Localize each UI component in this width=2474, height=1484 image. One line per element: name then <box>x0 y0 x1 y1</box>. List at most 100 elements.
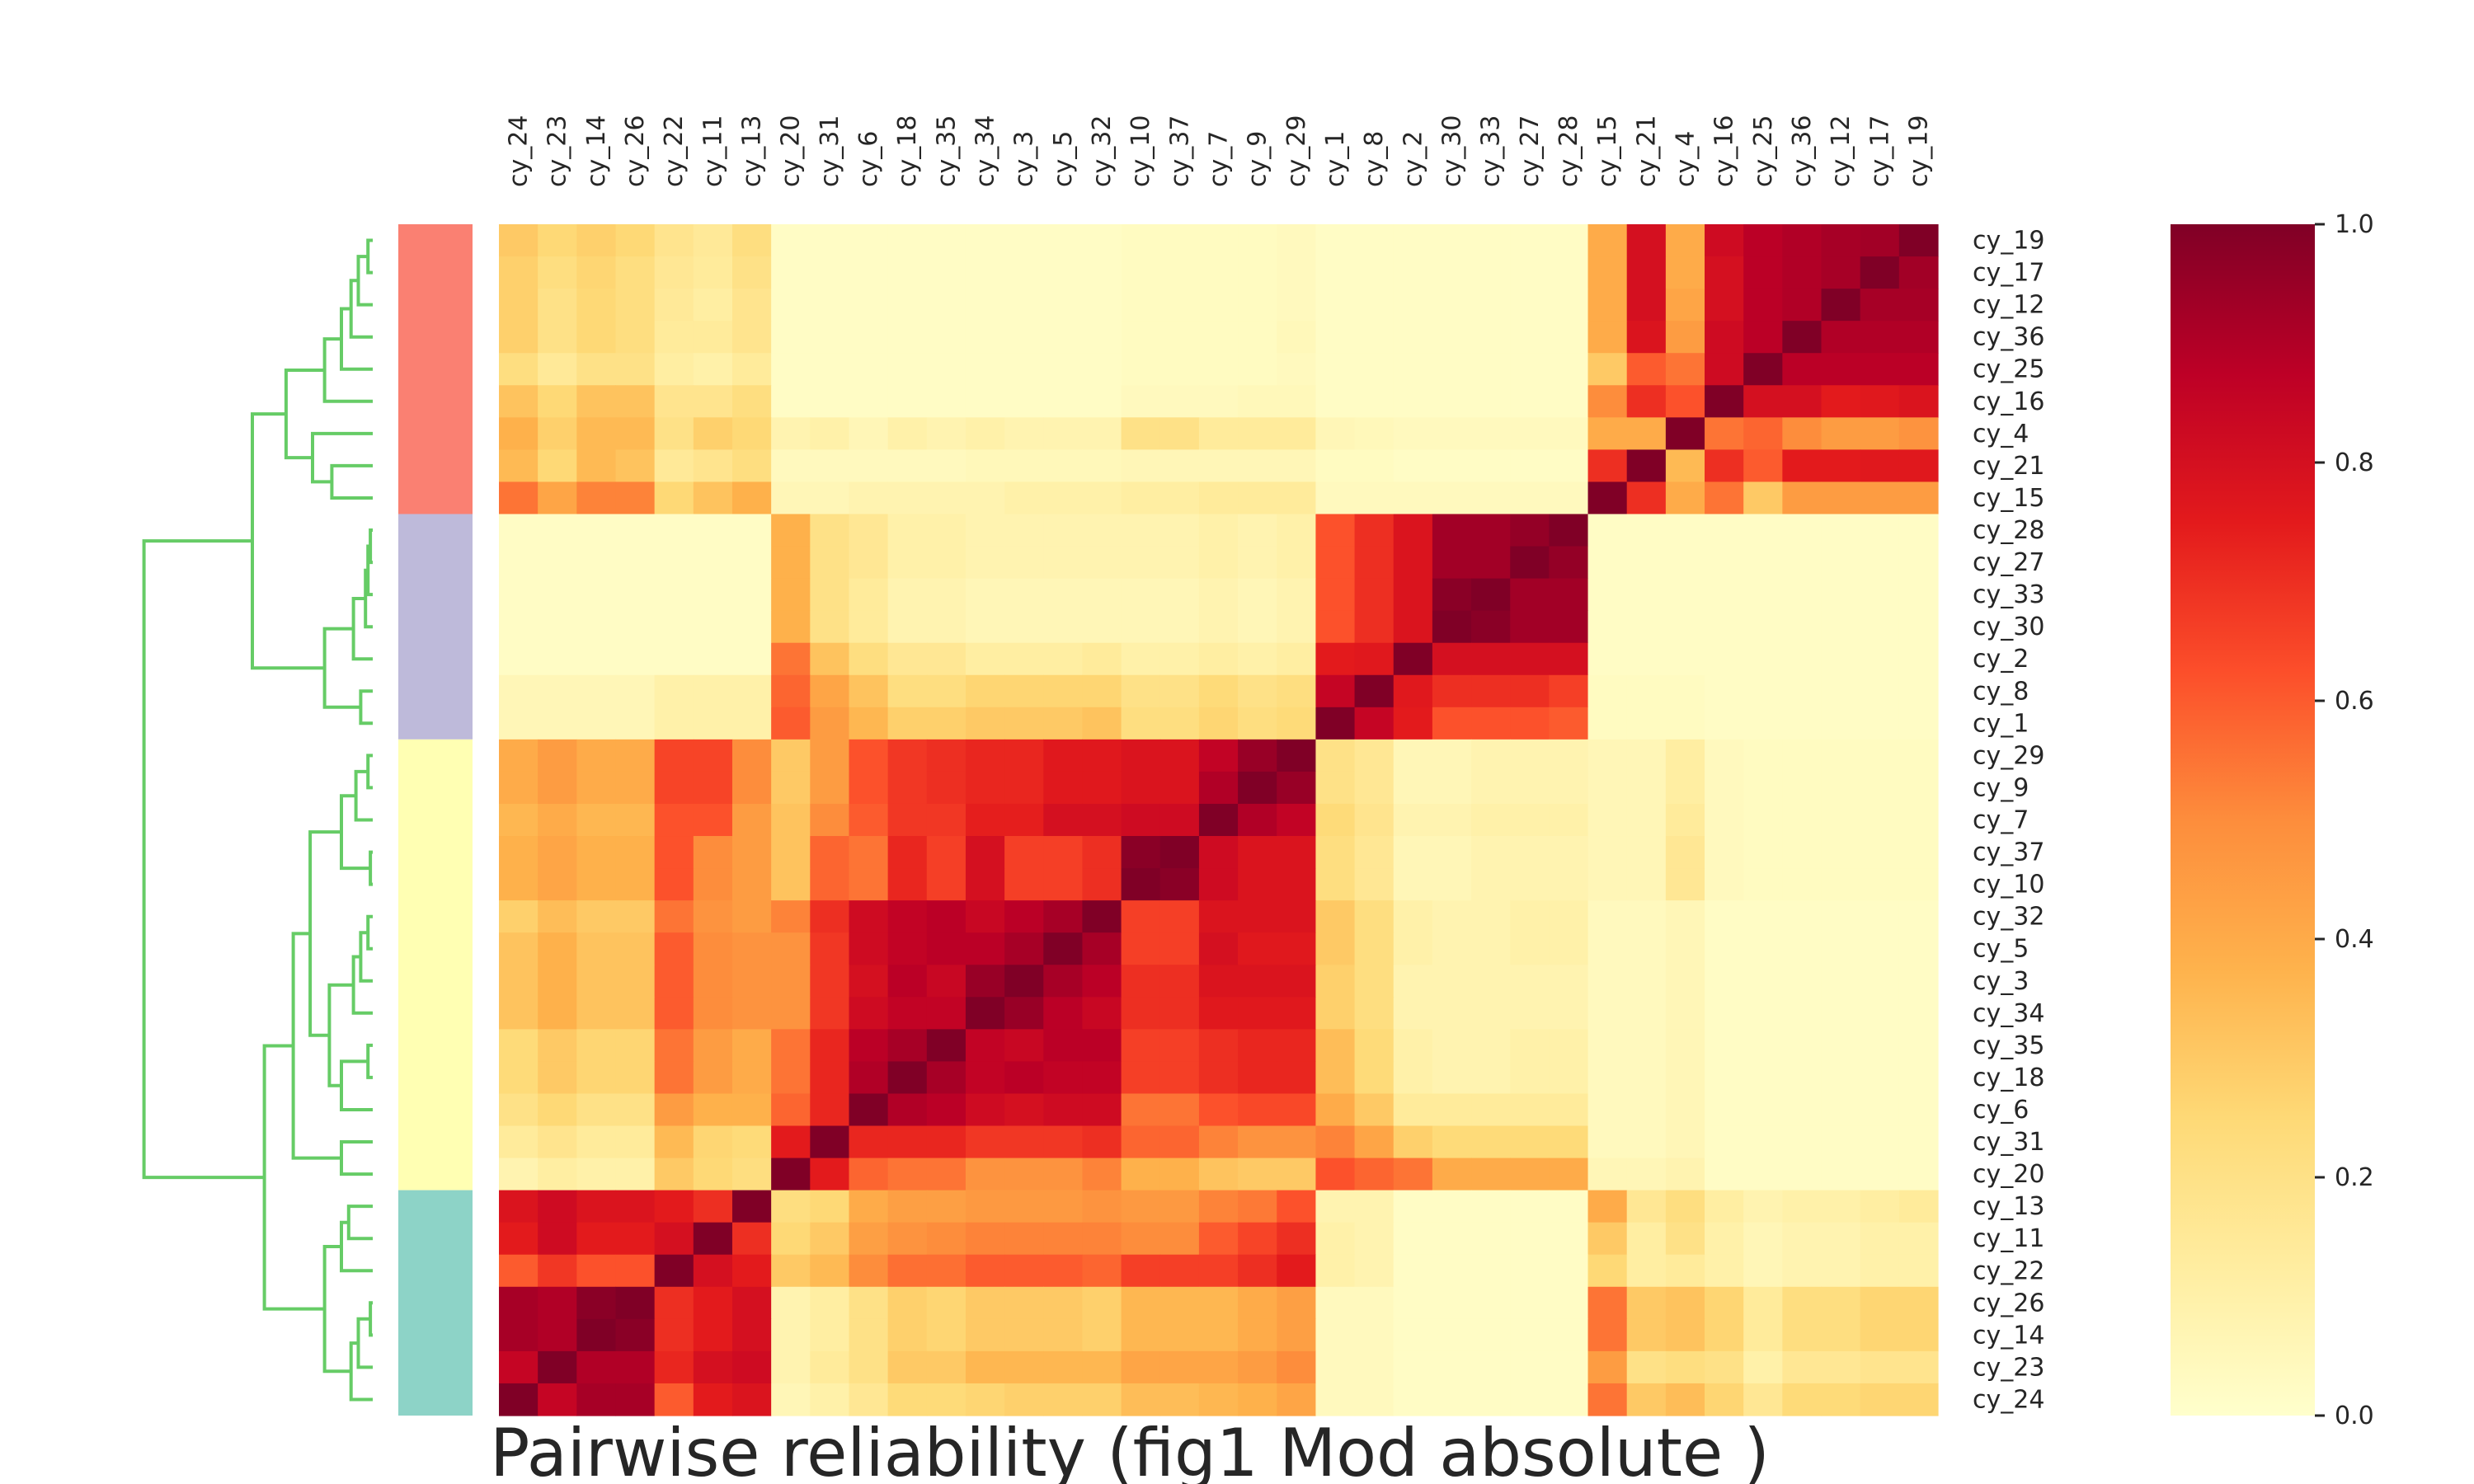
heatmap-cell-cy_34-cy_28 <box>1549 997 1589 1030</box>
heatmap-cell-cy_37-cy_25 <box>1743 836 1783 869</box>
heatmap-cell-cy_7-cy_19 <box>1898 803 1939 837</box>
heatmap-cell-cy_14-cy_29 <box>1277 1318 1316 1352</box>
heatmap-cell-cy_33-cy_32 <box>1082 578 1122 612</box>
heatmap-cell-cy_15-cy_23 <box>538 481 577 515</box>
heatmap-cell-cy_21-cy_36 <box>1782 449 1823 483</box>
heatmap-cell-cy_13-cy_6 <box>849 1190 889 1223</box>
column-label: cy_20 <box>777 115 806 187</box>
heatmap-cell-cy_3-cy_32 <box>1082 965 1122 998</box>
heatmap-cell-cy_30-cy_17 <box>1860 610 1900 644</box>
heatmap-cell-cy_1-cy_30 <box>1432 707 1472 740</box>
heatmap-cell-cy_14-cy_35 <box>926 1318 967 1352</box>
heatmap-cell-cy_13-cy_28 <box>1549 1190 1589 1223</box>
heatmap-cell-cy_29-cy_23 <box>538 739 577 773</box>
heatmap-cell-cy_16-cy_11 <box>693 385 733 418</box>
heatmap-cell-cy_30-cy_31 <box>810 610 850 644</box>
dendrogram-link <box>349 1341 373 1402</box>
column-label: cy_22 <box>660 115 689 187</box>
heatmap-cell-cy_3-cy_4 <box>1665 965 1705 998</box>
heatmap-cell-cy_2-cy_30 <box>1432 642 1472 676</box>
heatmap-cell-cy_22-cy_35 <box>926 1254 967 1288</box>
dendrogram-link <box>366 238 373 275</box>
heatmap-cell-cy_37-cy_37 <box>1159 836 1200 869</box>
heatmap-cell-cy_8-cy_10 <box>1121 674 1161 708</box>
heatmap-cell-cy_1-cy_26 <box>615 707 656 740</box>
heatmap-cell-cy_16-cy_20 <box>771 385 811 418</box>
heatmap-cell-cy_22-cy_34 <box>965 1254 1005 1288</box>
heatmap-cell-cy_8-cy_14 <box>576 674 617 708</box>
heatmap-cell-cy_26-cy_10 <box>1121 1286 1161 1320</box>
heatmap-cell-cy_13-cy_29 <box>1277 1190 1316 1223</box>
dendrogram-link <box>349 279 373 339</box>
heatmap-cell-cy_30-cy_14 <box>576 610 617 644</box>
heatmap-cell-cy_32-cy_18 <box>887 900 928 933</box>
heatmap-cell-cy_16-cy_2 <box>1393 385 1433 418</box>
heatmap-cell-cy_12-cy_27 <box>1510 289 1550 322</box>
heatmap-cell-cy_37-cy_4 <box>1665 836 1705 869</box>
heatmap-cell-cy_32-cy_27 <box>1510 900 1550 933</box>
heatmap-cell-cy_4-cy_13 <box>731 417 772 450</box>
row-label: cy_35 <box>1973 1031 2044 1060</box>
heatmap-cell-cy_12-cy_12 <box>1821 289 1861 322</box>
heatmap-cell-cy_7-cy_5 <box>1043 803 1084 837</box>
row-label: cy_18 <box>1973 1064 2044 1092</box>
heatmap-cell-cy_29-cy_7 <box>1198 739 1239 773</box>
heatmap-cell-cy_11-cy_15 <box>1587 1222 1628 1256</box>
heatmap-cell-cy_31-cy_1 <box>1315 1125 1356 1159</box>
heatmap-cell-cy_16-cy_9 <box>1238 385 1277 418</box>
heatmap-cell-cy_9-cy_26 <box>615 771 656 805</box>
heatmap-cell-cy_16-cy_8 <box>1354 385 1395 418</box>
heatmap-cell-cy_13-cy_26 <box>615 1190 656 1223</box>
heatmap-cell-cy_3-cy_28 <box>1549 965 1589 998</box>
heatmap-cell-cy_22-cy_14 <box>576 1254 617 1288</box>
heatmap-cell-cy_24-cy_31 <box>810 1383 850 1416</box>
heatmap-cell-cy_4-cy_22 <box>654 417 694 450</box>
heatmap-cell-cy_32-cy_35 <box>926 900 967 933</box>
heatmap-cell-cy_1-cy_5 <box>1043 707 1084 740</box>
heatmap-cell-cy_33-cy_20 <box>771 578 811 612</box>
heatmap-cell-cy_27-cy_10 <box>1121 546 1161 580</box>
heatmap-cell-cy_14-cy_30 <box>1432 1318 1472 1352</box>
column-label: cy_5 <box>1049 131 1078 187</box>
heatmap-cell-cy_28-cy_10 <box>1121 514 1161 547</box>
heatmap-cell-cy_4-cy_17 <box>1860 417 1900 450</box>
heatmap-cell-cy_15-cy_3 <box>1004 481 1044 515</box>
heatmap-cell-cy_24-cy_5 <box>1043 1383 1084 1416</box>
heatmap-cell-cy_11-cy_31 <box>810 1222 850 1256</box>
heatmap-cell-cy_25-cy_20 <box>771 353 811 386</box>
heatmap-cell-cy_28-cy_24 <box>499 514 539 547</box>
heatmap-cell-cy_32-cy_12 <box>1821 900 1861 933</box>
heatmap-cell-cy_18-cy_9 <box>1238 1061 1277 1095</box>
heatmap-cell-cy_4-cy_12 <box>1821 417 1861 450</box>
heatmap-cell-cy_5-cy_35 <box>926 932 967 965</box>
heatmap-cell-cy_4-cy_28 <box>1549 417 1589 450</box>
heatmap-cell-cy_29-cy_26 <box>615 739 656 773</box>
heatmap-cell-cy_10-cy_30 <box>1432 868 1472 901</box>
heatmap-cell-cy_19-cy_25 <box>1743 224 1783 257</box>
heatmap-cell-cy_26-cy_13 <box>731 1286 772 1320</box>
heatmap-cell-cy_28-cy_1 <box>1315 514 1356 547</box>
heatmap-cell-cy_21-cy_27 <box>1510 449 1550 483</box>
heatmap-cell-cy_20-cy_37 <box>1159 1158 1200 1191</box>
row-dendrogram <box>142 238 373 1402</box>
heatmap-cell-cy_11-cy_20 <box>771 1222 811 1256</box>
heatmap-cell-cy_14-cy_3 <box>1004 1318 1044 1352</box>
heatmap-cell-cy_23-cy_10 <box>1121 1350 1161 1384</box>
heatmap-cell-cy_33-cy_19 <box>1898 578 1939 612</box>
heatmap-cell-cy_34-cy_15 <box>1587 997 1628 1030</box>
heatmap-cell-cy_28-cy_28 <box>1549 514 1589 547</box>
column-label: cy_1 <box>1321 131 1350 187</box>
heatmap-cell-cy_30-cy_15 <box>1587 610 1628 644</box>
heatmap-cell-cy_5-cy_27 <box>1510 932 1550 965</box>
heatmap-cell-cy_11-cy_27 <box>1510 1222 1550 1256</box>
heatmap-cell-cy_37-cy_10 <box>1121 836 1161 869</box>
heatmap-cell-cy_15-cy_30 <box>1432 481 1472 515</box>
heatmap-cell-cy_4-cy_16 <box>1705 417 1744 450</box>
heatmap-cell-cy_32-cy_31 <box>810 900 850 933</box>
heatmap-cell-cy_9-cy_12 <box>1821 771 1861 805</box>
heatmap-cell-cy_14-cy_32 <box>1082 1318 1122 1352</box>
heatmap-cell-cy_10-cy_22 <box>654 868 694 901</box>
heatmap-cell-cy_34-cy_17 <box>1860 997 1900 1030</box>
heatmap-cell-cy_26-cy_28 <box>1549 1286 1589 1320</box>
heatmap-cell-cy_26-cy_32 <box>1082 1286 1122 1320</box>
